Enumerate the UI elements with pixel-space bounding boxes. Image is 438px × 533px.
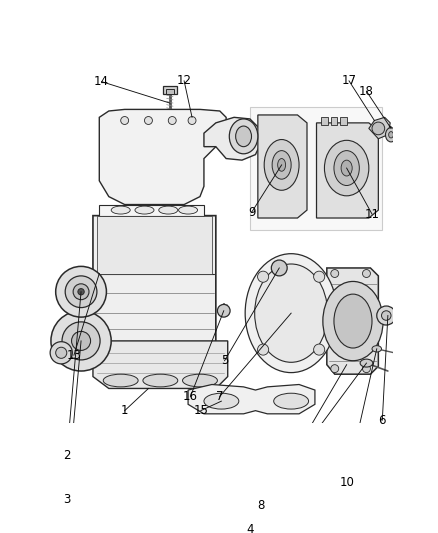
Text: 10: 10: [339, 475, 354, 489]
Bar: [331, 117, 337, 125]
Bar: [166, 89, 174, 94]
Ellipse shape: [258, 344, 268, 355]
Polygon shape: [250, 107, 382, 230]
Ellipse shape: [135, 206, 154, 214]
Ellipse shape: [381, 311, 391, 320]
Text: 15: 15: [193, 404, 208, 417]
Ellipse shape: [236, 126, 251, 147]
Ellipse shape: [145, 117, 152, 125]
Text: 13: 13: [67, 349, 81, 362]
Polygon shape: [369, 117, 390, 139]
Ellipse shape: [325, 140, 369, 196]
Ellipse shape: [56, 347, 67, 358]
Ellipse shape: [278, 158, 286, 171]
Text: 3: 3: [63, 493, 71, 506]
Ellipse shape: [271, 260, 287, 276]
Ellipse shape: [377, 306, 396, 325]
Ellipse shape: [323, 281, 383, 361]
Ellipse shape: [385, 127, 396, 142]
Text: 12: 12: [177, 75, 191, 87]
Text: 8: 8: [258, 499, 265, 512]
Ellipse shape: [314, 271, 325, 282]
Text: 5: 5: [221, 354, 228, 367]
Ellipse shape: [183, 374, 217, 387]
Ellipse shape: [331, 270, 339, 278]
Ellipse shape: [78, 288, 84, 295]
Ellipse shape: [73, 284, 89, 300]
Ellipse shape: [230, 119, 258, 154]
Ellipse shape: [204, 393, 239, 409]
Polygon shape: [99, 109, 226, 205]
Ellipse shape: [71, 332, 91, 350]
Ellipse shape: [363, 270, 371, 278]
Ellipse shape: [264, 140, 299, 190]
Text: 6: 6: [378, 414, 386, 427]
Text: 17: 17: [342, 75, 357, 87]
Bar: [321, 117, 328, 125]
Ellipse shape: [62, 322, 100, 360]
Ellipse shape: [103, 374, 138, 387]
Ellipse shape: [372, 346, 381, 352]
Ellipse shape: [217, 304, 230, 317]
Text: 4: 4: [246, 523, 254, 533]
Ellipse shape: [258, 271, 268, 282]
Ellipse shape: [188, 117, 196, 125]
Polygon shape: [93, 341, 228, 389]
Ellipse shape: [363, 365, 371, 373]
Ellipse shape: [65, 276, 97, 308]
Text: 11: 11: [364, 207, 379, 221]
Ellipse shape: [159, 206, 178, 214]
Ellipse shape: [245, 254, 337, 373]
Text: 2: 2: [63, 449, 71, 462]
Ellipse shape: [168, 117, 176, 125]
Ellipse shape: [334, 151, 359, 185]
Text: 16: 16: [183, 390, 198, 403]
Text: 1: 1: [121, 404, 128, 417]
Ellipse shape: [334, 294, 372, 348]
Polygon shape: [188, 384, 315, 414]
Ellipse shape: [274, 393, 309, 409]
Polygon shape: [97, 216, 212, 273]
Text: 7: 7: [216, 390, 223, 403]
Polygon shape: [317, 123, 378, 218]
Ellipse shape: [254, 264, 328, 362]
Polygon shape: [258, 115, 307, 218]
Text: 14: 14: [94, 75, 109, 88]
Ellipse shape: [389, 132, 393, 138]
Ellipse shape: [50, 342, 72, 364]
Ellipse shape: [372, 122, 385, 135]
Ellipse shape: [272, 151, 291, 179]
Bar: [162, 86, 177, 94]
Ellipse shape: [56, 266, 106, 317]
Text: 9: 9: [248, 206, 255, 219]
Ellipse shape: [143, 374, 178, 387]
Polygon shape: [99, 205, 204, 216]
Ellipse shape: [331, 365, 339, 373]
Ellipse shape: [360, 359, 373, 367]
Ellipse shape: [179, 206, 198, 214]
Bar: [340, 117, 346, 125]
Polygon shape: [327, 268, 378, 374]
Ellipse shape: [111, 206, 130, 214]
Text: 18: 18: [359, 85, 374, 98]
Polygon shape: [204, 117, 261, 160]
Ellipse shape: [314, 344, 325, 355]
Ellipse shape: [121, 117, 129, 125]
Polygon shape: [93, 216, 216, 347]
Ellipse shape: [341, 160, 352, 176]
Ellipse shape: [51, 311, 111, 371]
